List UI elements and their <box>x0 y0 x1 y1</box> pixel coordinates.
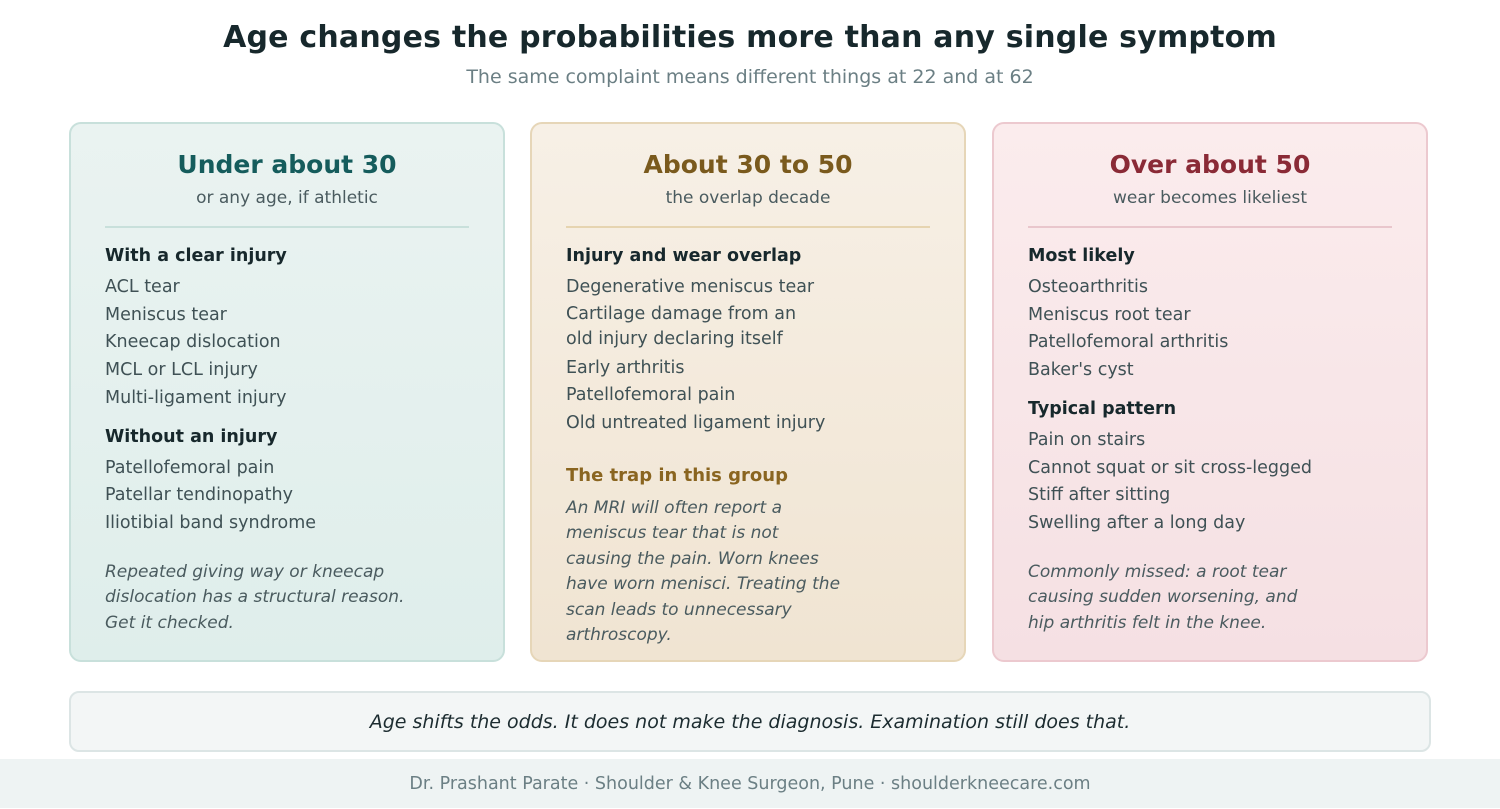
divider <box>1028 226 1392 228</box>
summary-banner: Age shifts the odds. It does not make th… <box>69 691 1431 752</box>
card-heading: Over about 50 <box>1109 150 1311 179</box>
divider <box>105 226 469 228</box>
list-item: Pain on stairs <box>1028 429 1146 450</box>
card-under-30: Under about 30 or any age, if athletic W… <box>69 122 505 662</box>
list-item: Kneecap dislocation <box>105 332 281 353</box>
list-item: Stiff after sitting <box>1028 485 1171 506</box>
list-item: Multi-ligament injury <box>105 387 287 408</box>
list-item: Patellofemoral pain <box>566 385 736 406</box>
list-item: Meniscus root tear <box>1028 304 1191 325</box>
section-title: Typical pattern <box>1028 398 1177 419</box>
list-item: Patellofemoral pain <box>105 457 275 478</box>
page-subtitle: The same complaint means different thing… <box>466 66 1034 88</box>
section-title: Injury and wear overlap <box>566 246 802 266</box>
footer-credit: Dr. Prashant Parate · Shoulder & Knee Su… <box>0 759 1500 808</box>
list-item: Baker's cyst <box>1028 360 1134 381</box>
card-subheading: or any age, if athletic <box>196 188 378 208</box>
card-note: Repeated giving way or kneecap dislocati… <box>105 561 405 633</box>
list-item: Patellar tendinopathy <box>105 485 293 506</box>
card-body: Most likely Osteoarthritis Meniscus root… <box>1028 244 1408 636</box>
card-heading: Under about 30 <box>177 150 397 179</box>
list-item: Cannot squat or sit cross-legged <box>1028 457 1312 478</box>
list-item: Early arthritis <box>566 357 685 378</box>
trap-text: An MRI will often report a meniscus tear… <box>566 497 841 646</box>
card-over-50: Over about 50 wear becomes likeliest Mos… <box>992 122 1428 662</box>
page-title: Age changes the probabilities more than … <box>223 20 1277 55</box>
list-item: Swelling after a long day <box>1028 512 1246 533</box>
list-item: MCL or LCL injury <box>105 360 258 381</box>
list-item: Iliotibial band syndrome <box>105 512 317 533</box>
card-heading: About 30 to 50 <box>643 150 853 179</box>
card-subheading: the overlap decade <box>665 188 831 208</box>
trap-title: The trap in this group <box>566 464 788 486</box>
list-item: Cartilage damage from an old injury decl… <box>566 303 797 350</box>
list-item: Osteoarthritis <box>1028 277 1148 297</box>
card-30-to-50: About 30 to 50 the overlap decade Injury… <box>530 122 966 662</box>
condition-list: Osteoarthritis Meniscus root tear Patell… <box>1028 274 1408 385</box>
condition-list: Pain on stairs Cannot squat or sit cross… <box>1028 427 1408 538</box>
list-item: Degenerative meniscus tear <box>566 277 815 297</box>
section-title: With a clear injury <box>105 246 287 266</box>
condition-list: Patellofemoral pain Patellar tendinopath… <box>105 455 485 538</box>
condition-list: Degenerative meniscus tear Cartilage dam… <box>566 274 946 438</box>
list-item: ACL tear <box>105 277 180 297</box>
list-item: Meniscus tear <box>105 304 227 325</box>
card-body: Injury and wear overlap Degenerative men… <box>566 244 946 649</box>
section-title: Most likely <box>1028 246 1135 266</box>
divider <box>566 226 930 228</box>
card-body: With a clear injury ACL tear Meniscus te… <box>105 244 485 636</box>
section-title: Without an injury <box>105 426 278 447</box>
condition-list: ACL tear Meniscus tear Kneecap dislocati… <box>105 274 485 413</box>
card-note: Commonly missed: a root tear causing sud… <box>1028 561 1298 633</box>
card-subheading: wear becomes likeliest <box>1112 188 1308 208</box>
list-item: Patellofemoral arthritis <box>1028 332 1229 353</box>
list-item: Old untreated ligament injury <box>566 413 826 434</box>
